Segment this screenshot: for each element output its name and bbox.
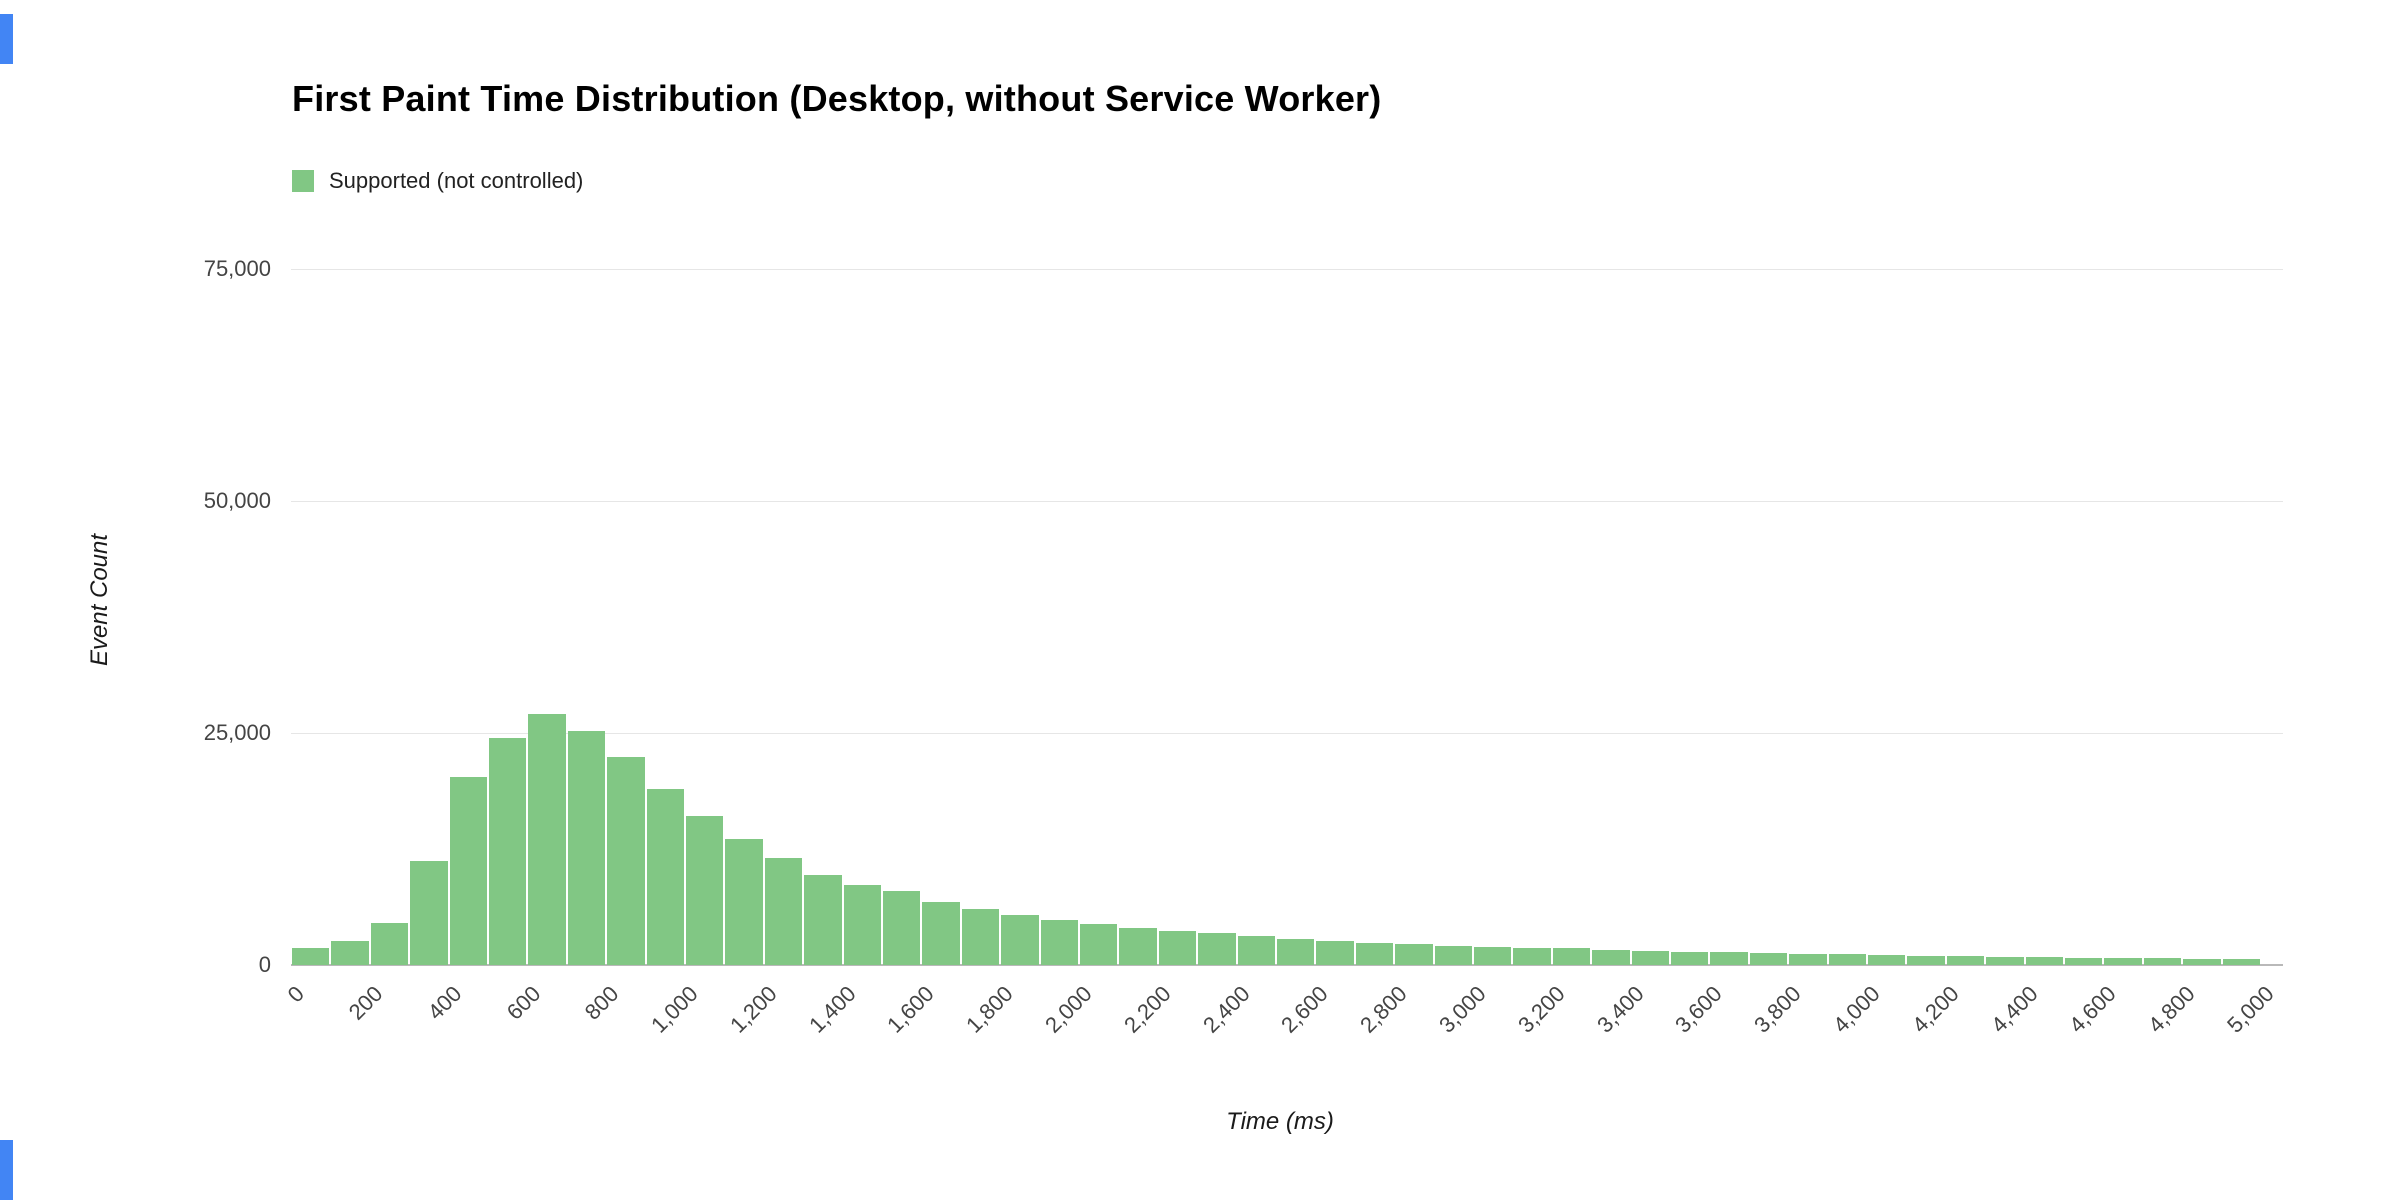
histogram-bar[interactable] [1198, 933, 1236, 965]
x-tick-label: 1,600 [882, 981, 940, 1038]
histogram-bar[interactable] [883, 890, 921, 965]
x-tick-label: 2,600 [1276, 981, 1334, 1038]
histogram-bar[interactable] [1080, 924, 1118, 965]
histogram-bar[interactable] [922, 901, 960, 965]
histogram-bar[interactable] [2104, 958, 2142, 965]
histogram-bar[interactable] [2025, 957, 2063, 965]
histogram-bar[interactable] [1789, 953, 1827, 965]
histogram-bar[interactable] [961, 909, 1000, 965]
y-tick-label: 75,000 [203, 256, 271, 281]
histogram-bar[interactable] [1828, 954, 1866, 965]
x-tick-label: 2,800 [1355, 981, 1412, 1038]
histogram-bar[interactable] [843, 885, 881, 965]
x-tick-label: 4,000 [1828, 981, 1885, 1038]
histogram-bar[interactable] [331, 940, 369, 965]
x-tick-label: 800 [580, 981, 624, 1025]
histogram-bar[interactable] [2065, 957, 2103, 965]
x-axis-baseline [291, 964, 2283, 966]
histogram-bar[interactable] [1277, 939, 1315, 965]
histogram-bar[interactable] [528, 714, 566, 965]
x-tick-label: 3,200 [1512, 981, 1570, 1038]
histogram-bar[interactable] [804, 874, 842, 965]
gridline [291, 501, 2283, 502]
x-tick-label: 3,000 [1434, 981, 1491, 1038]
histogram-bar[interactable] [725, 838, 763, 965]
histogram-bar[interactable] [1119, 927, 1157, 965]
histogram-bar[interactable] [567, 731, 606, 965]
x-tick-label: 3,400 [1591, 981, 1649, 1038]
histogram-bar[interactable] [449, 776, 487, 965]
y-tick-label: 50,000 [203, 488, 271, 513]
histogram-bar[interactable] [1316, 940, 1354, 965]
x-tick-label: 400 [422, 981, 467, 1025]
x-tick-label: 200 [343, 981, 388, 1025]
histogram-bar[interactable] [1434, 945, 1472, 965]
x-tick-label: 2,400 [1197, 981, 1255, 1038]
histogram-bar[interactable] [292, 948, 330, 965]
histogram-bar[interactable] [1001, 914, 1039, 965]
histogram-bar[interactable] [607, 757, 645, 965]
histogram-bar[interactable] [2222, 959, 2260, 965]
x-tick-label: 4,800 [2143, 981, 2200, 1038]
histogram-bar[interactable] [686, 815, 724, 965]
histogram-bar[interactable] [1158, 930, 1197, 965]
y-tick-label: 0 [258, 952, 271, 977]
x-tick-label: 4,400 [1985, 981, 2043, 1038]
histogram-bar[interactable] [2143, 957, 2182, 965]
page-edge-accent-top [0, 14, 13, 64]
gridline [291, 269, 2283, 270]
histogram-bar[interactable] [1946, 956, 1985, 965]
y-tick-label: 25,000 [203, 720, 271, 745]
chart-title: First Paint Time Distribution (Desktop, … [292, 78, 1382, 119]
x-tick-label: 1,400 [803, 981, 861, 1038]
histogram-bar[interactable] [2183, 958, 2221, 965]
gridline [291, 733, 2283, 734]
x-axis-title: Time (ms) [1226, 1108, 1334, 1135]
histogram-bar[interactable] [1671, 951, 1709, 965]
x-tick-label: 5,000 [2222, 981, 2279, 1038]
x-tick-label: 0 [282, 981, 309, 1008]
histogram-bar[interactable] [1592, 949, 1630, 965]
x-tick-label: 3,600 [1670, 981, 1728, 1038]
x-tick-label: 2,000 [1040, 981, 1097, 1038]
x-tick-label: 600 [501, 981, 546, 1025]
histogram-bar[interactable] [1040, 919, 1078, 965]
histogram-bar[interactable] [1552, 948, 1591, 965]
histogram-bar[interactable] [1474, 946, 1512, 965]
histogram-bar[interactable] [1395, 943, 1433, 965]
legend-label: Supported (not controlled) [329, 168, 584, 193]
x-tick-label: 4,600 [2064, 981, 2122, 1038]
histogram-bar[interactable] [1710, 952, 1748, 965]
page-edge-accent-bottom [0, 1140, 13, 1200]
histogram-bar[interactable] [1868, 955, 1906, 965]
y-axis-title: Event Count [86, 533, 113, 667]
x-tick-label: 1,200 [724, 981, 782, 1038]
histogram-bar[interactable] [410, 861, 448, 965]
histogram-bar[interactable] [1237, 936, 1275, 965]
histogram-bar[interactable] [1907, 955, 1945, 965]
x-tick-label: 1,000 [646, 981, 703, 1038]
legend-swatch [292, 170, 314, 192]
x-tick-label: 3,800 [1749, 981, 1806, 1038]
histogram-bar[interactable] [1631, 950, 1669, 965]
histogram-bar[interactable] [1986, 956, 2024, 965]
histogram-bar[interactable] [764, 858, 803, 965]
histogram-bar[interactable] [646, 788, 684, 965]
x-tick-label: 4,200 [1906, 981, 1964, 1038]
histogram-bar[interactable] [489, 737, 527, 965]
x-tick-label: 2,200 [1118, 981, 1176, 1038]
histogram-bar[interactable] [1355, 942, 1394, 965]
histogram-bar[interactable] [370, 923, 409, 965]
x-tick-label: 1,800 [961, 981, 1018, 1038]
histogram-bar[interactable] [1749, 952, 1788, 965]
histogram-bar[interactable] [1513, 947, 1551, 965]
legend: Supported (not controlled) [292, 168, 583, 194]
